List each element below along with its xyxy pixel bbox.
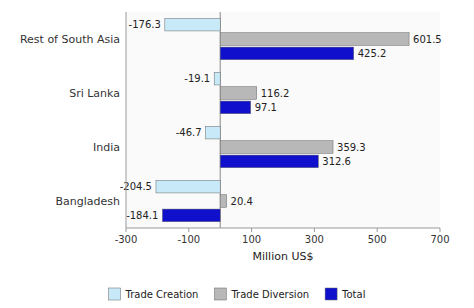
data-label: -176.3: [129, 19, 161, 30]
bar: [220, 155, 318, 168]
y-axis-line: [126, 12, 127, 228]
bar: [220, 101, 250, 114]
x-tick: [314, 228, 315, 232]
legend-label: Trade Diversion: [230, 289, 309, 300]
x-tick: [126, 228, 127, 232]
chart: -204.5 20.4 -184.1 -46.7 359.3 312.6 -19.1 116.…: [0, 0, 474, 308]
x-tick: [377, 228, 378, 232]
y-tick-label: Sri Lanka: [69, 87, 120, 100]
data-label: -204.5: [120, 181, 152, 192]
x-tick: [188, 228, 189, 232]
legend-swatch: [109, 288, 121, 300]
data-label: 97.1: [255, 102, 277, 113]
bar: [220, 195, 226, 208]
x-tick-label: 100: [242, 234, 261, 245]
data-label: -184.1: [126, 210, 158, 221]
x-tick: [251, 228, 252, 232]
data-label: 20.4: [231, 196, 253, 207]
data-label: 312.6: [322, 156, 351, 167]
x-axis-line: [126, 228, 440, 229]
bar: [162, 209, 220, 222]
x-tick: [440, 228, 441, 232]
bars: [156, 12, 409, 228]
bar: [156, 180, 220, 193]
x-axis-label: Million US$: [253, 250, 314, 263]
legend-label: Total: [341, 289, 365, 300]
y-tick-label: Bangladesh: [56, 195, 121, 208]
legend: Trade Creation Trade Diversion Total: [109, 288, 366, 300]
plot-area: [126, 12, 440, 228]
legend-label: Trade Creation: [125, 289, 199, 300]
data-labels: -204.5 20.4 -184.1 -46.7 359.3 312.6 -19.1 116.…: [120, 19, 442, 221]
data-label: 359.3: [337, 142, 366, 153]
bar: [206, 126, 221, 139]
x-tick-label: -100: [177, 234, 200, 245]
data-label: 601.5: [413, 34, 442, 45]
data-label: -46.7: [176, 127, 202, 138]
bar: [220, 87, 256, 100]
legend-swatch: [325, 288, 337, 300]
data-label: 425.2: [358, 48, 387, 59]
y-tick-label: Rest of South Asia: [20, 33, 120, 46]
legend-item: Total: [325, 288, 365, 300]
x-tick-label: -300: [115, 234, 138, 245]
bar: [220, 141, 333, 154]
bar: [214, 72, 220, 85]
x-tick-label: 300: [305, 234, 324, 245]
data-label: 116.2: [261, 88, 290, 99]
y-tick-label: India: [93, 141, 120, 154]
data-label: -19.1: [184, 73, 210, 84]
bar: [220, 33, 409, 46]
x-tick-label: 500: [368, 234, 387, 245]
bar: [165, 18, 220, 31]
legend-swatch: [214, 288, 226, 300]
bar: [220, 47, 354, 60]
x-tick-label: 700: [430, 234, 449, 245]
legend-item: Trade Creation: [109, 288, 199, 300]
legend-item: Trade Diversion: [214, 288, 309, 300]
